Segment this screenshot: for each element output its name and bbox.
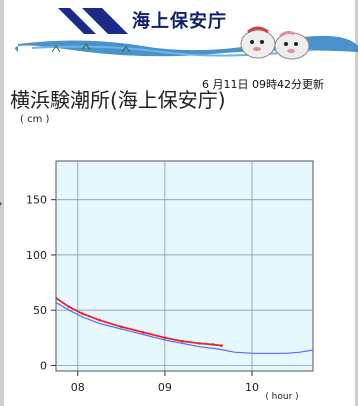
x-tick-label: 09: [158, 381, 172, 394]
x-axis-unit-label: ( hour ): [265, 392, 298, 402]
observed-point: [163, 336, 167, 340]
observed-point: [67, 305, 71, 309]
y-tick-label: 150: [26, 194, 47, 207]
agency-banner: 海上保安庁: [12, 0, 358, 68]
page-title: 横浜験潮所(海上保安庁): [10, 88, 226, 112]
update-timestamp: 6 月11日 09時42分更新: [202, 78, 324, 91]
series-line-predicted: [56, 301, 313, 354]
x-tick-label: 08: [71, 381, 85, 394]
agency-name: 海上保安庁: [132, 11, 227, 32]
chevron-right-icon[interactable]: ›: [0, 197, 3, 211]
observed-point: [80, 312, 84, 315]
observed-point: [120, 325, 123, 329]
y-tick-label: 100: [26, 249, 47, 262]
observed-point: [141, 331, 145, 334]
observed-point: [211, 343, 215, 346]
observed-point: [198, 342, 202, 345]
observed-point: [220, 344, 223, 347]
coast-guard-logo-icon: [58, 8, 128, 34]
left-frame-border: [0, 0, 4, 406]
tide-chart-svg: ( cm ) 0 50 100 150 08 09 10 ( hour ): [20, 114, 314, 402]
plot-area: [55, 160, 314, 372]
observed-point: [98, 318, 101, 322]
mascot-characters-icon: [240, 26, 310, 60]
y-tick-label: 50: [33, 304, 47, 317]
tide-chart: ( cm ) 0 50 100 150 08 09 10 ( hour ): [0, 112, 358, 406]
right-frame-border: [355, 0, 358, 406]
y-axis-unit-label: ( cm ): [20, 114, 49, 125]
observed-point: [181, 339, 184, 343]
x-tick-label: 10: [245, 381, 259, 394]
y-tick-label: 0: [40, 359, 47, 372]
observed-point: [56, 296, 58, 300]
